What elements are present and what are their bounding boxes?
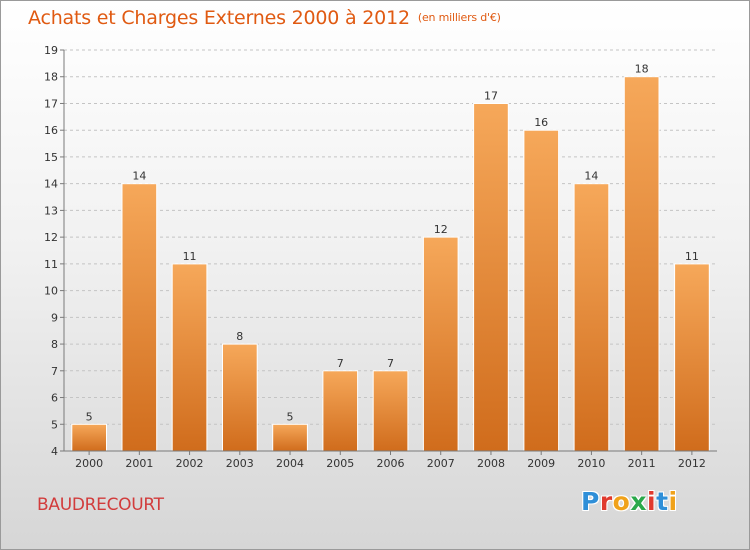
bar-2009 (523, 129, 560, 452)
logo-letter: o (612, 487, 631, 516)
x-tick-label: 2010 (577, 457, 605, 470)
y-tick-label: 17 (44, 97, 58, 110)
y-tick-label: 8 (51, 338, 58, 351)
proxiti-logo: Proxiti (581, 487, 678, 516)
chart-title: Achats et Charges Externes 2000 à 2012 (e… (28, 7, 501, 29)
bar-2005 (322, 370, 359, 452)
y-tick-label: 11 (44, 258, 58, 271)
x-tick-label: 2011 (628, 457, 656, 470)
bar-2010 (573, 183, 610, 452)
place-name: BAUDRECOURT (37, 495, 164, 515)
bar-value-label: 11 (183, 250, 197, 263)
chart-title-text: Achats et Charges Externes 2000 à 2012 (28, 7, 410, 29)
y-tick-label: 14 (44, 178, 58, 191)
bar-2002 (171, 263, 208, 452)
bar-value-label: 12 (434, 223, 448, 236)
bar-2003 (222, 343, 258, 452)
chart-unit: (en milliers d'€) (417, 11, 501, 24)
y-tick-label: 10 (44, 285, 58, 298)
y-tick-label: 6 (51, 392, 58, 405)
bar-value-label: 18 (635, 63, 649, 76)
x-tick-label: 2006 (377, 457, 405, 470)
logo-letter: x (630, 487, 647, 516)
logo-letter: r (599, 487, 613, 516)
x-tick-label: 2008 (477, 457, 505, 470)
bar-2011 (623, 76, 660, 452)
bar-2000 (71, 423, 108, 452)
x-tick-label: 2005 (326, 457, 354, 470)
y-tick-label: 4 (51, 445, 58, 458)
x-tick-label: 2001 (125, 457, 153, 470)
x-tick-label: 2002 (176, 457, 204, 470)
y-tick-label: 18 (44, 71, 58, 84)
bar-value-label: 7 (387, 357, 394, 370)
logo-letter: t (656, 487, 669, 516)
x-tick-label: 2007 (427, 457, 455, 470)
bar-value-label: 8 (236, 330, 243, 343)
y-tick-label: 12 (44, 231, 58, 244)
y-tick-label: 9 (51, 311, 58, 324)
bar-value-label: 14 (132, 170, 146, 183)
y-tick-label: 7 (51, 365, 58, 378)
bar-value-label: 11 (685, 250, 699, 263)
bar-value-label: 5 (287, 410, 294, 423)
x-tick-label: 2003 (226, 457, 254, 470)
logo-letter: i (647, 487, 657, 516)
y-tick-label: 16 (44, 124, 58, 137)
y-tick-label: 19 (44, 44, 58, 57)
logo-letter: P (581, 487, 600, 516)
bar-value-label: 16 (534, 116, 548, 129)
bar-2012 (674, 263, 710, 452)
x-tick-label: 2009 (527, 457, 555, 470)
y-tick-label: 5 (51, 418, 58, 431)
bar-2007 (422, 236, 459, 452)
bar-value-label: 14 (584, 170, 598, 183)
x-tick-label: 2012 (678, 457, 706, 470)
x-tick-label: 2000 (75, 457, 103, 470)
x-tick-label: 2004 (276, 457, 304, 470)
y-tick-label: 15 (44, 151, 58, 164)
logo-letter: i (668, 487, 678, 516)
bar-2008 (473, 103, 509, 452)
bar-value-label: 5 (86, 410, 93, 423)
y-tick-label: 13 (44, 204, 58, 217)
bar-2006 (372, 370, 409, 452)
bar-2004 (272, 423, 308, 452)
bar-value-label: 17 (484, 89, 498, 102)
bar-2001 (121, 183, 158, 452)
bar-value-label: 7 (337, 357, 344, 370)
